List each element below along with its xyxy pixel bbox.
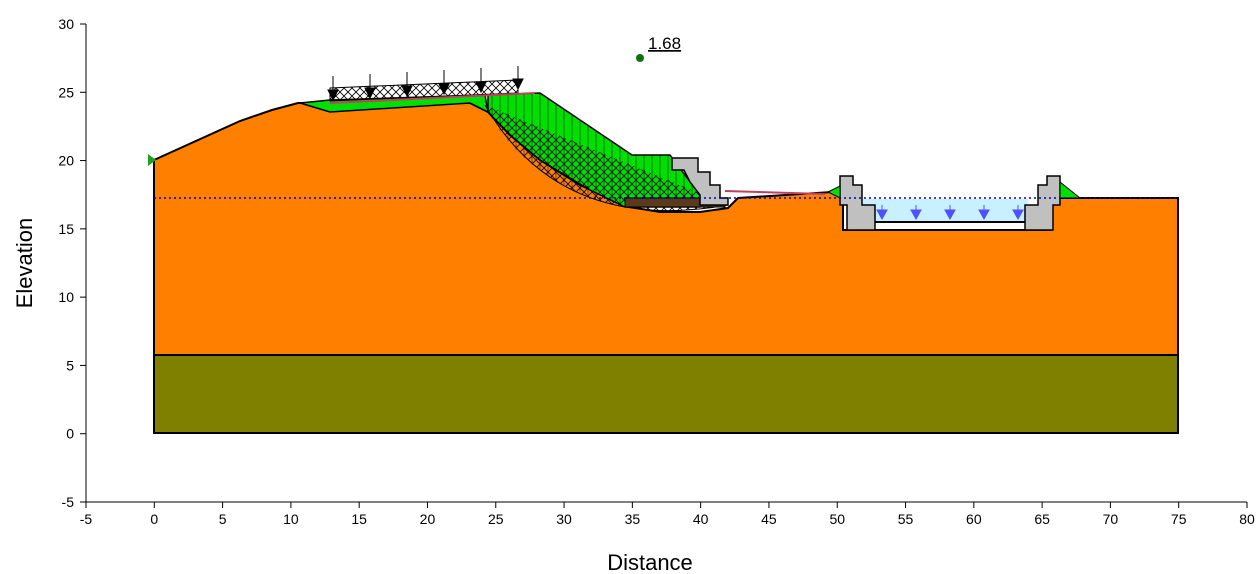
x-tick-label: 35	[625, 511, 641, 527]
x-tick-label: 80	[1239, 511, 1255, 527]
x-tick-label: 60	[966, 511, 982, 527]
y-tick-label: 20	[58, 153, 74, 169]
x-tick-label: 15	[351, 511, 367, 527]
geometry	[148, 54, 1178, 433]
x-tick-label: 30	[556, 511, 572, 527]
x-tick-label: 20	[420, 511, 436, 527]
x-tick-label: 50	[829, 511, 845, 527]
bedrock-layer	[154, 355, 1178, 433]
factor-of-safety: 1.68	[648, 34, 681, 53]
x-tick-label: -5	[80, 511, 93, 527]
y-tick-label: 25	[58, 84, 74, 100]
y-tick-label: 30	[58, 16, 74, 32]
y-axis-label: Elevation	[12, 218, 37, 309]
y-tick-label: 10	[58, 289, 74, 305]
x-axis-label: Distance	[607, 550, 693, 574]
x-tick-label: 75	[1171, 511, 1187, 527]
y-tick-label: 0	[66, 426, 74, 442]
x-tick-label: 65	[1034, 511, 1050, 527]
x-tick-label: 45	[761, 511, 777, 527]
slip-center	[636, 54, 644, 62]
y-tick-label: 15	[58, 221, 74, 237]
x-tick-label: 5	[219, 511, 227, 527]
x-tick-label: 40	[693, 511, 709, 527]
y-tick-label: -5	[62, 494, 75, 510]
y-tick-label: 5	[66, 357, 74, 373]
x-tick-label: 10	[283, 511, 299, 527]
x-tick-label: 0	[150, 511, 158, 527]
chart: 1.68 Distance Elevation -5 0 5 10 15 20 25 30 35…	[0, 0, 1259, 574]
x-tick-label: 55	[898, 511, 914, 527]
x-tick-label: 25	[488, 511, 504, 527]
berm-right	[1060, 182, 1080, 198]
x-tick-label: 70	[1103, 511, 1119, 527]
